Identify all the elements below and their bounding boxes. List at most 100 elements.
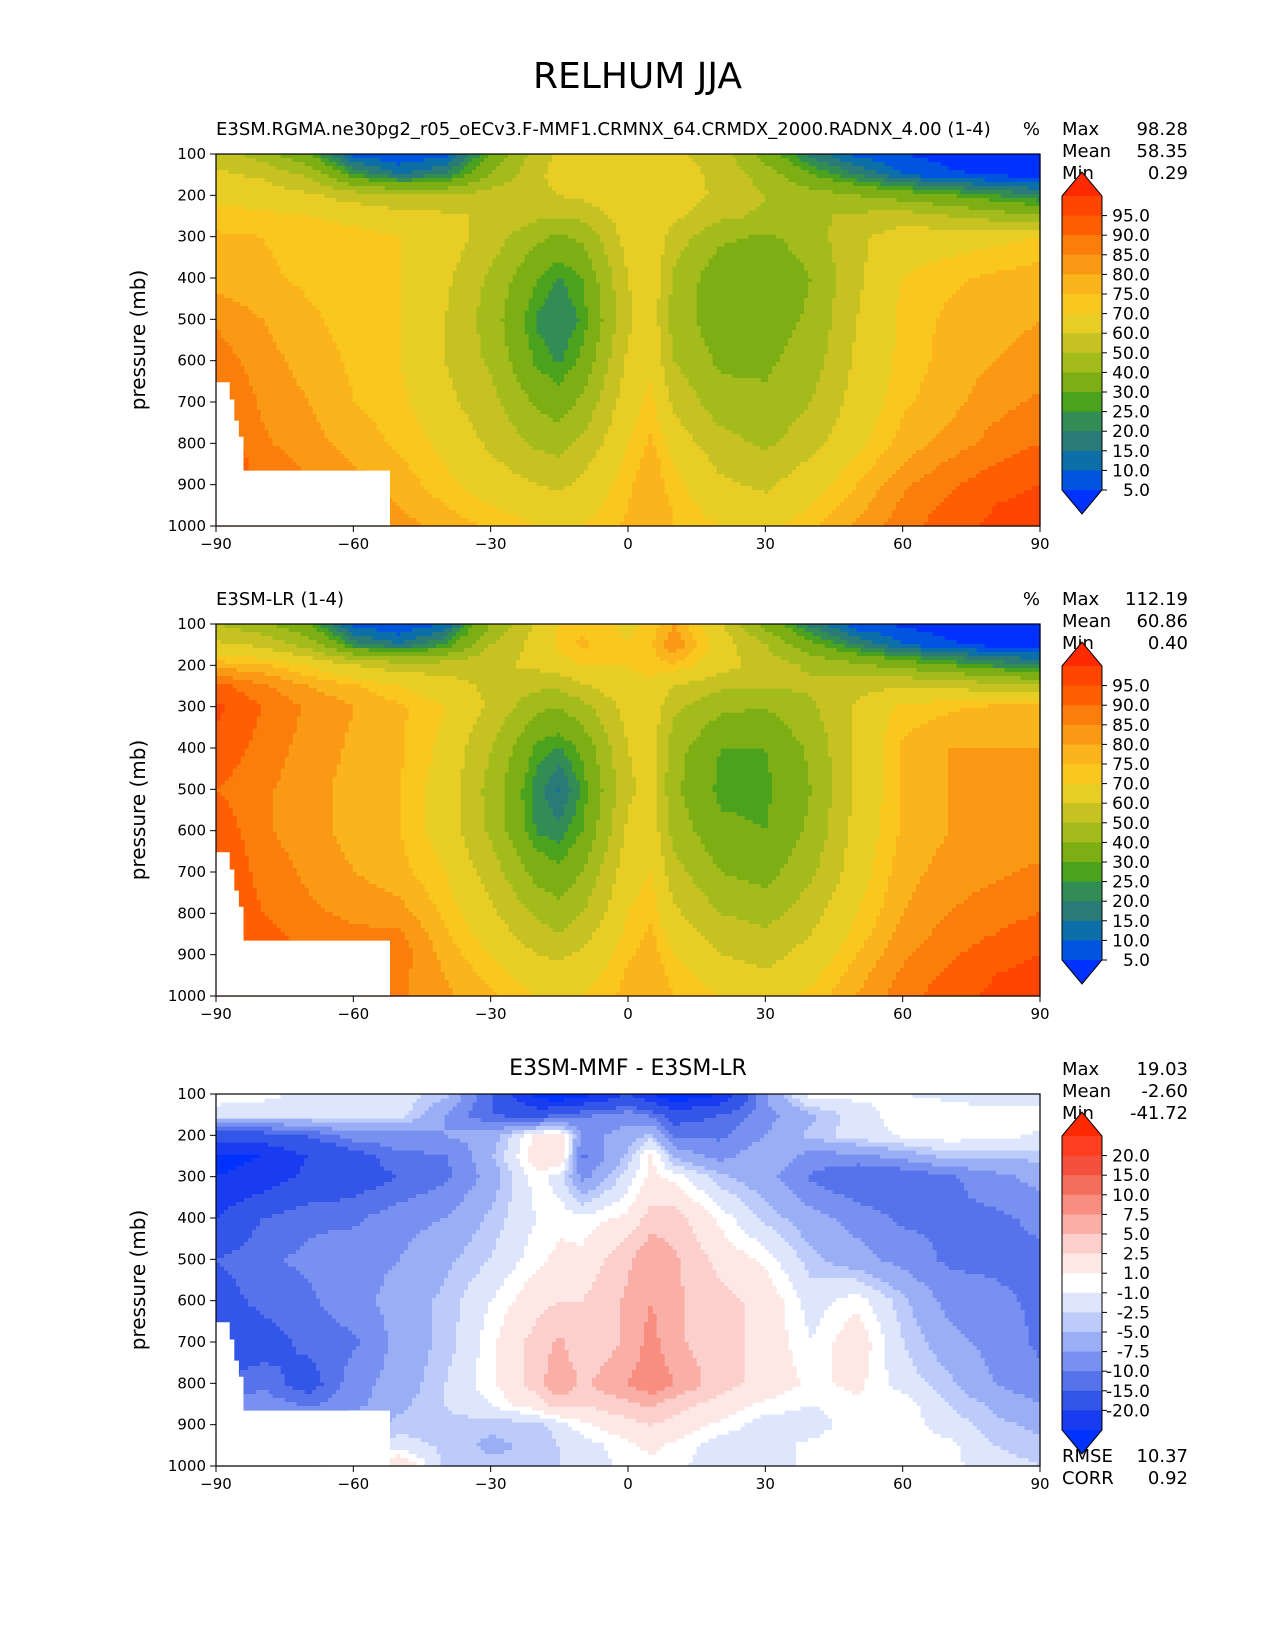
- stat-value-min: -41.72: [1130, 1103, 1188, 1124]
- stat-value-max: 98.28: [1136, 119, 1188, 140]
- stat-label-max: Max: [1062, 589, 1100, 610]
- y-tick-label: 600: [177, 1292, 206, 1310]
- contour-band: [216, 1094, 1041, 1435]
- stat-value-max: 19.03: [1136, 1059, 1188, 1080]
- y-tick-label: 100: [177, 145, 206, 163]
- colorbar-label: 75.0: [1112, 755, 1150, 775]
- x-tick-label: 30: [756, 1475, 775, 1493]
- y-tick-label: 1000: [168, 517, 206, 535]
- x-tick-label: 90: [1030, 535, 1049, 553]
- colorbar-segment: [1062, 1390, 1102, 1411]
- colorbar-label: 70.0: [1112, 305, 1150, 325]
- colorbar-segment: [1062, 881, 1102, 902]
- y-tick-label: 1000: [168, 987, 206, 1005]
- contour-band: [216, 624, 1041, 997]
- colorbar-label: 5.0: [1123, 1225, 1150, 1245]
- panel-mmf: E3SM.RGMA.ne30pg2_r05_oECv3.F-MMF1.CRMNX…: [0, 110, 1275, 580]
- colorbar-segment: [1062, 313, 1102, 334]
- contour-band: [216, 1094, 1041, 1467]
- y-tick-label: 700: [177, 393, 206, 411]
- y-tick-label: 100: [177, 615, 206, 633]
- colorbar-label: 15.0: [1112, 1166, 1150, 1186]
- y-axis-label: pressure (mb): [126, 740, 150, 881]
- y-tick-label: 200: [177, 656, 206, 674]
- contour-band: [216, 676, 1041, 997]
- surface-mask: [216, 1322, 390, 1466]
- colorbar-segment: [1062, 1155, 1102, 1176]
- contour-band: [244, 154, 1041, 459]
- stat-value-min: 0.40: [1148, 633, 1188, 654]
- y-tick-label: 300: [177, 698, 206, 716]
- x-tick-label: 60: [893, 1475, 912, 1493]
- colorbar-segment: [1062, 470, 1102, 491]
- colorbar-label: 95.0: [1112, 207, 1150, 227]
- chart-lr: E3SM-LR (1-4) % −90 −60 −30 0 30 60 90 100 200 30…: [126, 589, 1188, 1023]
- stat-value-mean: 60.86: [1136, 611, 1188, 632]
- stat-label-max: Max: [1062, 119, 1100, 140]
- y-tick-label: 600: [177, 822, 206, 840]
- colorbar-segment: [1062, 235, 1102, 256]
- stat-label-rmse: RMSE: [1062, 1446, 1113, 1467]
- colorbar-segment: [1062, 822, 1102, 843]
- y-tick-label: 400: [177, 739, 206, 757]
- colorbar-segment: [1062, 372, 1102, 393]
- x-tick-label: −30: [475, 1475, 507, 1493]
- stat-value-min: 0.29: [1148, 163, 1188, 184]
- colorbar-extend-bottom: [1062, 490, 1102, 514]
- colorbar-label: -7.5: [1117, 1343, 1150, 1363]
- colorbar-extend-top: [1062, 1112, 1102, 1136]
- colorbar-segment: [1062, 1214, 1102, 1235]
- colorbar-label: -5.0: [1117, 1323, 1150, 1343]
- colorbar-segment: [1062, 705, 1102, 726]
- x-tick-label: −60: [338, 1005, 370, 1023]
- x-tick-label: −30: [475, 535, 507, 553]
- colorbar-segment: [1062, 920, 1102, 941]
- chart-diff: E3SM-MMF - E3SM-LR −90 −60 −30 0 30 60 90 100 20…: [126, 1056, 1188, 1493]
- colorbar-segment: [1062, 666, 1102, 687]
- colorbar-label: -10.0: [1106, 1362, 1150, 1382]
- colorbar-label: 75.0: [1112, 285, 1150, 305]
- colorbar-segment: [1062, 254, 1102, 275]
- colorbar-label: 7.5: [1123, 1205, 1150, 1225]
- colorbar-label: 25.0: [1112, 873, 1150, 893]
- contour-band: [312, 624, 1041, 865]
- colorbar-label: 5.0: [1123, 951, 1150, 971]
- contour-band: [524, 1206, 745, 1427]
- colorbar-segment: [1062, 1371, 1102, 1392]
- colorbar-segment: [1062, 783, 1102, 804]
- y-tick-label: 1000: [168, 1457, 206, 1475]
- stats-top: Max 112.19 Mean 60.86 Min 0.40: [1062, 589, 1188, 654]
- panel-title-center: E3SM-MMF - E3SM-LR: [509, 1056, 747, 1081]
- x-tick-label: 90: [1030, 1475, 1049, 1493]
- colorbar-segment: [1062, 1312, 1102, 1333]
- colorbar-segment: [1062, 744, 1102, 765]
- colorbar-extend-top: [1062, 172, 1102, 196]
- colorbar-outline: [1061, 1111, 1103, 1455]
- colorbar-label: 30.0: [1112, 853, 1150, 873]
- colorbar-segment: [1062, 1175, 1102, 1196]
- stat-value-rmse: 10.37: [1136, 1446, 1188, 1467]
- colorbar-label: 5.0: [1123, 481, 1150, 501]
- colorbar-label: 1.0: [1123, 1264, 1150, 1284]
- stats-top: Max 19.03 Mean -2.60 Min -41.72: [1062, 1059, 1188, 1124]
- colorbar: 95.090.085.080.075.070.060.050.040.030.0…: [1061, 641, 1150, 985]
- stat-label-mean: Mean: [1062, 611, 1111, 632]
- colorbar-label: -15.0: [1106, 1382, 1150, 1402]
- colorbar-segment: [1062, 450, 1102, 471]
- y-tick-label: 500: [177, 1250, 206, 1268]
- y-tick-label: 100: [177, 1085, 206, 1103]
- contour-band: [216, 154, 1041, 495]
- contour-band: [344, 154, 1041, 191]
- surface-mask: [216, 382, 390, 526]
- colorbar-label: 95.0: [1112, 677, 1150, 697]
- panel-title-left: E3SM-LR (1-4): [216, 589, 344, 610]
- colorbar-label: 40.0: [1112, 833, 1150, 853]
- x-tick-label: 90: [1030, 1005, 1049, 1023]
- contour-band: [352, 154, 1041, 183]
- colorbar-segment: [1062, 294, 1102, 315]
- y-tick-label: 800: [177, 904, 206, 922]
- colorbar-segment: [1062, 1253, 1102, 1274]
- colorbar-segment: [1062, 1332, 1102, 1353]
- x-tick-label: −90: [200, 535, 232, 553]
- stat-label-mean: Mean: [1062, 141, 1111, 162]
